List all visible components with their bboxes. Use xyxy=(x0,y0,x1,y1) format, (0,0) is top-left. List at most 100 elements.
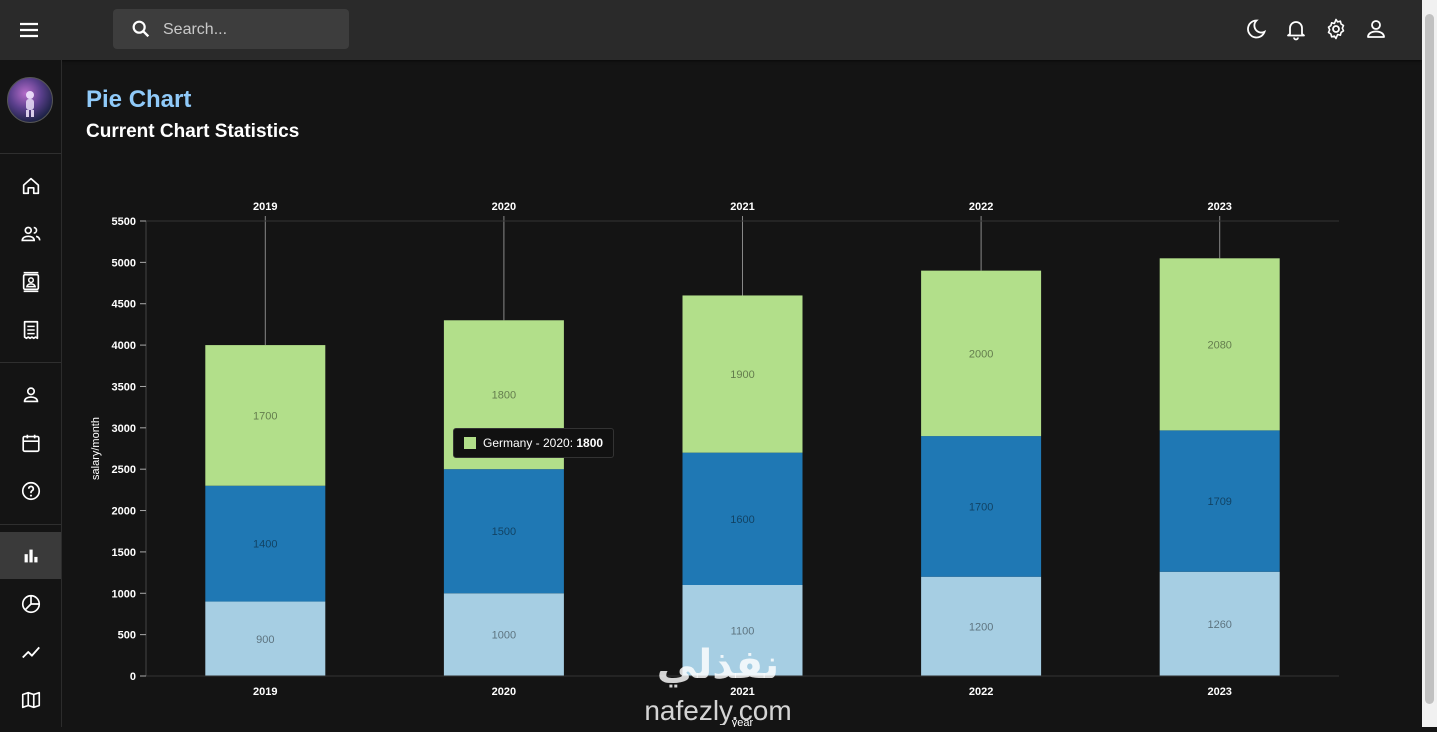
bar-value-label: 1260 xyxy=(1207,619,1231,631)
menu-icon[interactable] xyxy=(17,18,41,42)
bell-icon[interactable] xyxy=(1284,17,1308,41)
scrollbar-thumb[interactable] xyxy=(1425,14,1434,704)
x-tick-label: 2021 xyxy=(730,686,754,698)
bar-value-label: 900 xyxy=(256,634,274,646)
sidebar-item-profile[interactable] xyxy=(0,371,61,418)
bar-segment xyxy=(1159,571,1280,676)
sidebar-divider xyxy=(0,362,61,363)
sidebar-item-faq[interactable] xyxy=(0,467,61,514)
help-icon xyxy=(21,481,40,500)
calendar-icon xyxy=(21,434,40,452)
moon-icon[interactable] xyxy=(1244,17,1268,41)
x-tick-label: 2020 xyxy=(492,686,516,698)
chart-container: 900 1400 1700 2019 2019 1000 1500 1800 2020 2020 1… xyxy=(62,60,1422,729)
x-tick-label: 2022 xyxy=(969,686,993,698)
contacts-icon xyxy=(22,271,39,292)
sidebar-item-team[interactable] xyxy=(0,210,61,257)
bar-value-label: 1400 xyxy=(253,539,277,551)
people-icon xyxy=(20,226,41,241)
bar-segment xyxy=(205,345,326,486)
main-content: Pie Chart Current Chart Statistics 900 14… xyxy=(62,60,1422,729)
top-tick-label: 2022 xyxy=(969,201,993,213)
search-box xyxy=(113,9,349,51)
y-axis-label: salary/month xyxy=(90,417,102,480)
page-subtitle: Current Chart Statistics xyxy=(86,121,300,142)
bar-segment xyxy=(1159,258,1280,431)
sidebar-item-map[interactable] xyxy=(0,676,61,723)
x-tick-label: 2019 xyxy=(253,686,277,698)
bar-value-label: 1700 xyxy=(969,501,993,513)
top-tick-label: 2019 xyxy=(253,201,277,213)
pie-chart-icon xyxy=(21,594,40,613)
bar-value-label: 1700 xyxy=(253,410,277,422)
sidebar-item-line-chart[interactable] xyxy=(0,628,61,675)
top-app-bar xyxy=(0,0,1422,60)
sidebar-divider xyxy=(0,524,61,525)
bar-segment xyxy=(443,593,564,676)
y-tick-label: 3000 xyxy=(112,423,136,435)
y-tick-label: 0 xyxy=(130,671,136,683)
line-chart-icon xyxy=(21,646,40,658)
sidebar xyxy=(0,60,62,727)
bar-value-label: 1100 xyxy=(731,626,755,638)
bar-value-label: 1709 xyxy=(1207,496,1231,508)
bar-segment xyxy=(921,270,1042,437)
bar-value-label: 2000 xyxy=(969,348,993,360)
home-icon xyxy=(22,177,39,194)
sidebar-item-home[interactable] xyxy=(0,162,61,209)
y-tick-label: 4000 xyxy=(112,340,136,352)
map-icon xyxy=(21,691,40,708)
sidebar-divider xyxy=(0,153,61,154)
y-tick-label: 1500 xyxy=(112,547,136,559)
y-tick-label: 500 xyxy=(118,630,136,642)
top-tick-label: 2021 xyxy=(730,201,754,213)
bar-segment xyxy=(205,601,326,676)
tooltip-swatch xyxy=(464,437,476,449)
tooltip-value: 1800 xyxy=(576,436,604,450)
y-tick-label: 4500 xyxy=(112,299,136,311)
bar-segment xyxy=(682,295,803,453)
bar-value-label: 1600 xyxy=(730,514,754,526)
avatar[interactable] xyxy=(7,77,53,123)
x-tick-label: 2023 xyxy=(1207,686,1231,698)
sidebar-item-invoices[interactable] xyxy=(0,306,61,353)
y-tick-label: 3500 xyxy=(112,381,136,393)
bar-segment xyxy=(205,485,326,602)
bar-chart-icon xyxy=(24,549,38,562)
bar-segment xyxy=(1159,430,1280,572)
search-icon[interactable] xyxy=(130,18,152,40)
sidebar-item-calendar[interactable] xyxy=(0,419,61,466)
tooltip-label: Germany - 2020: 1800 xyxy=(483,436,604,450)
sidebar-item-contacts[interactable] xyxy=(0,258,61,305)
gear-icon[interactable] xyxy=(1324,17,1348,41)
receipt-icon xyxy=(23,320,38,339)
top-icons xyxy=(1244,17,1388,41)
bar-value-label: 1900 xyxy=(730,369,754,381)
sidebar-item-bar-chart[interactable] xyxy=(0,532,61,579)
bar-value-label: 1500 xyxy=(492,526,516,538)
bar-chart: 900 1400 1700 2019 2019 1000 1500 1800 2020 2020 1… xyxy=(90,201,1339,729)
top-tick-label: 2020 xyxy=(492,201,516,213)
bar-value-label: 2080 xyxy=(1207,339,1231,351)
astronaut-image xyxy=(26,91,34,117)
chart-tooltip: Germany - 2020: 1800 xyxy=(453,428,615,458)
y-tick-label: 2000 xyxy=(112,506,136,518)
y-tick-label: 5500 xyxy=(112,216,136,228)
bar-value-label: 1800 xyxy=(492,390,516,402)
sidebar-item-pie-chart[interactable] xyxy=(0,580,61,627)
page-title: Pie Chart xyxy=(86,86,192,113)
x-axis-label: year xyxy=(732,717,754,727)
page-scrollbar[interactable] xyxy=(1422,0,1437,727)
bar-segment xyxy=(921,576,1042,676)
person-icon xyxy=(23,386,38,402)
bar-segment xyxy=(682,585,803,676)
user-icon[interactable] xyxy=(1364,17,1388,41)
bar-segment xyxy=(682,452,803,585)
top-tick-label: 2023 xyxy=(1207,201,1231,213)
bar-segment xyxy=(921,436,1042,577)
bar-value-label: 1000 xyxy=(492,630,516,642)
bar-value-label: 1200 xyxy=(969,621,993,633)
y-tick-label: 5000 xyxy=(112,257,136,269)
search-input[interactable] xyxy=(161,9,345,51)
bar-segment xyxy=(443,469,564,594)
